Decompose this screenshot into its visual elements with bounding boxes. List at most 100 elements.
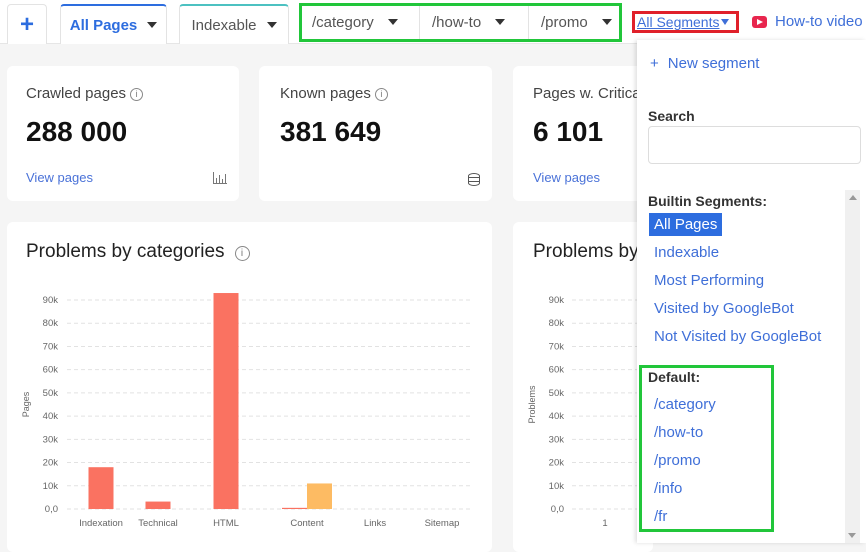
x-tick-label: Content (290, 518, 324, 529)
x-tick-label: HTML (213, 518, 239, 529)
tab-all-pages[interactable]: All Pages (60, 4, 167, 44)
default-segment-item[interactable]: /fr (654, 508, 668, 525)
segment-tabs-highlight: /category /how-to /promo (299, 3, 622, 42)
card-label: Known pages i (280, 85, 388, 102)
new-segment-link[interactable]: + New segment (650, 55, 759, 72)
y-axis-label: Pages (21, 391, 31, 417)
bar-content (307, 483, 332, 509)
caret-down-icon (721, 19, 730, 25)
builtin-segment-item[interactable]: Most Performing (654, 272, 765, 289)
known-pages-card: Known pages i 381 649 (259, 66, 492, 201)
tab-label: Indexable (191, 16, 257, 34)
caret-down-icon[interactable] (387, 19, 398, 25)
y-axis-label: Problems (527, 385, 537, 424)
bar-chart-icon[interactable] (213, 172, 227, 184)
search-label: Search (648, 108, 695, 124)
critical-pages-card: Pages w. Critica 6 101 View pages (513, 66, 653, 201)
builtin-segment-item[interactable]: Not Visited by GoogleBot (654, 328, 822, 345)
default-segment-item[interactable]: /info (654, 480, 683, 497)
bar-content (282, 507, 307, 509)
default-segments-heading: Default: (648, 369, 701, 385)
caret-down-icon[interactable] (601, 19, 612, 25)
info-icon[interactable]: i (374, 88, 388, 101)
scroll-up-icon[interactable] (848, 195, 857, 200)
caret-down-icon[interactable] (266, 22, 277, 28)
builtin-segment-item[interactable]: All Pages (649, 213, 723, 236)
y-tick-label: 80k (549, 318, 565, 329)
y-tick-label: 60k (549, 365, 565, 376)
y-tick-label: 80k (43, 318, 59, 329)
y-tick-label: 50k (549, 388, 565, 399)
tab-promo[interactable]: /promo (541, 8, 612, 36)
y-tick-label: 10k (43, 481, 59, 492)
view-pages-link[interactable]: View pages (533, 170, 600, 185)
y-tick-label: 30k (43, 434, 59, 445)
builtin-segment-item[interactable]: Visited by GoogleBot (654, 300, 794, 317)
x-tick-label: Indexation (79, 518, 123, 529)
info-icon[interactable]: i (234, 246, 250, 261)
caret-down-icon[interactable] (147, 22, 158, 28)
youtube-icon (752, 15, 767, 28)
card-label: Pages w. Critica (533, 85, 641, 102)
y-tick-label: 50k (43, 388, 59, 399)
all-segments-dropdown[interactable]: All Segments (632, 11, 739, 33)
crawled-pages-card: Crawled pages i 288 000 View pages (7, 66, 239, 201)
how-to-video-label: How-to video (775, 13, 863, 30)
search-input[interactable] (648, 126, 861, 164)
problems-chart-card-2: Problems by (513, 222, 653, 552)
bar-technical (145, 501, 171, 509)
how-to-video-link[interactable]: How-to video (752, 13, 863, 30)
tab-how-to[interactable]: /how-to (432, 8, 506, 36)
database-icon[interactable] (468, 173, 480, 186)
y-tick-label: 90k (549, 295, 565, 306)
builtin-segments-heading: Builtin Segments: (648, 193, 768, 209)
tab-category[interactable]: /category (312, 8, 398, 36)
default-segment-item[interactable]: /how-to (654, 424, 704, 441)
scroll-down-icon[interactable] (848, 533, 856, 538)
all-segments-label: All Segments (637, 14, 720, 30)
y-tick-label: 0,0 (45, 504, 58, 515)
view-pages-link[interactable]: View pages (26, 170, 93, 185)
plus-icon: + (19, 10, 34, 38)
y-tick-label: 40k (43, 411, 59, 422)
divider (419, 6, 420, 39)
y-tick-label: 90k (43, 295, 59, 306)
bar-html (213, 293, 239, 509)
caret-down-icon[interactable] (495, 19, 506, 25)
y-tick-label: 20k (43, 458, 59, 469)
tab-indexable[interactable]: Indexable (179, 4, 289, 44)
segments-dropdown-panel: + New segment Search Builtin Segments: Al… (637, 40, 866, 543)
problems-by-categories-card: Problems by categories i (7, 222, 492, 552)
tab-label: All Pages (69, 16, 138, 34)
x-tick-label: Technical (138, 518, 178, 529)
plus-icon: + (650, 55, 659, 72)
default-segments-highlight (639, 365, 774, 532)
x-tick-label: Links (364, 518, 386, 529)
y-tick-label: 30k (549, 434, 565, 445)
card-label: Crawled pages i (26, 85, 144, 102)
x-tick-label: 1 (602, 518, 607, 529)
y-tick-label: 20k (549, 458, 565, 469)
y-tick-label: 0,0 (551, 504, 564, 515)
card-value: 381 649 (280, 116, 382, 147)
default-segment-item[interactable]: /category (654, 396, 716, 413)
default-segment-item[interactable]: /promo (654, 452, 701, 469)
add-segment-tab[interactable]: + (7, 4, 47, 44)
bar-indexation (88, 467, 114, 509)
tab-label: /how-to (432, 13, 482, 31)
x-tick-label: Sitemap (425, 518, 460, 529)
y-tick-label: 70k (549, 341, 565, 352)
chart-title: Problems by categories i (26, 241, 250, 263)
card-value: 6 101 (533, 116, 604, 147)
builtin-segment-item[interactable]: Indexable (654, 244, 720, 261)
scrollbar[interactable] (845, 190, 860, 543)
chart-title: Problems by (533, 241, 639, 262)
new-segment-label: New segment (667, 55, 760, 72)
card-value: 288 000 (26, 116, 128, 147)
y-tick-label: 40k (549, 411, 565, 422)
info-icon[interactable]: i (130, 88, 144, 101)
tab-label: /category (312, 13, 374, 31)
tab-label: /promo (541, 13, 588, 31)
y-tick-label: 60k (43, 365, 59, 376)
